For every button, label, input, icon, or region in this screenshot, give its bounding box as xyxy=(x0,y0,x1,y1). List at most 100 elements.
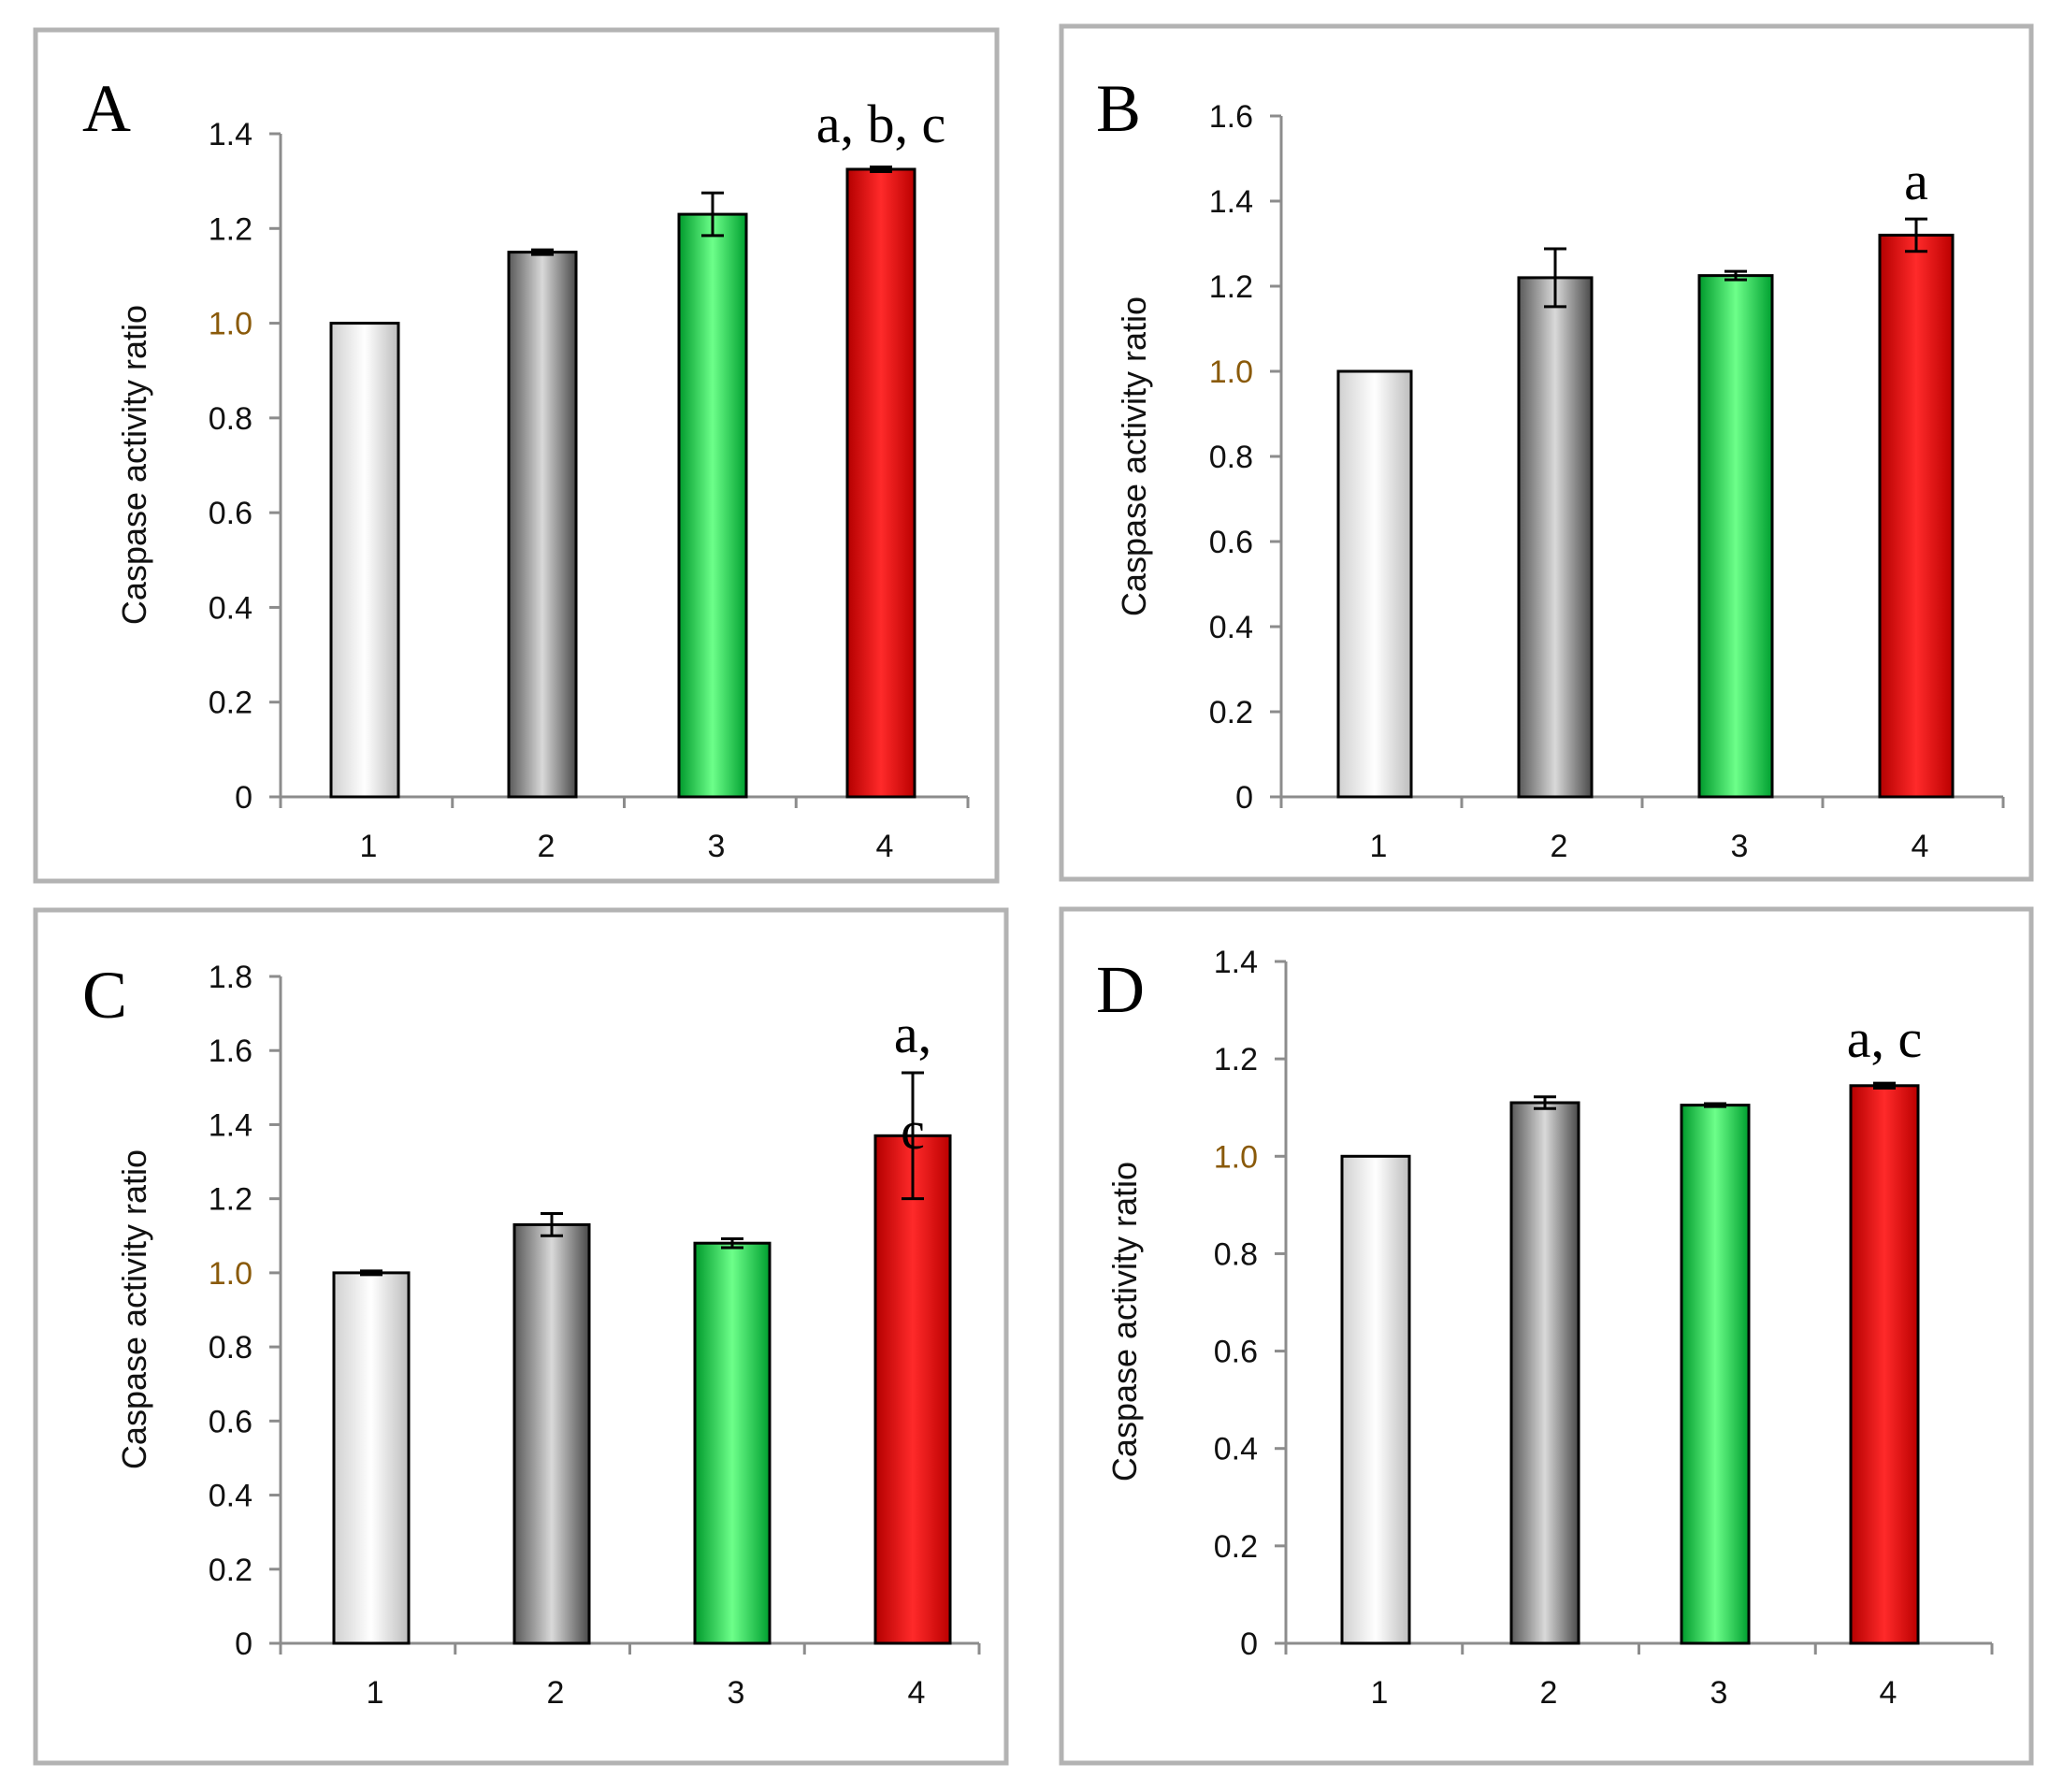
panel-d-xtick-label-4: 4 xyxy=(1880,1675,1897,1711)
panel-c-xtick-label-2: 2 xyxy=(547,1675,565,1711)
panel-b-bar-2 xyxy=(1517,276,1594,799)
panel-c-ytick-label: 0 xyxy=(235,1626,253,1662)
panel-d-border xyxy=(1059,906,2034,1766)
panel-d-bar-2 xyxy=(1509,1101,1580,1645)
panel-a-ytick-label: 0.4 xyxy=(209,590,253,626)
panel-b-ytick-label: 0.4 xyxy=(1209,610,1253,645)
panel-d: D 0 0.2 0.4 0.6 0.8 1.0 1.2 1.4 1 2 3 4 Caspase activ… xyxy=(1059,906,2034,1766)
panel-c-significance-label: c xyxy=(901,1100,925,1161)
panel-b-bar-1 xyxy=(1336,369,1413,799)
panel-a-bar-1 xyxy=(329,322,400,799)
panel-a-bar-3 xyxy=(677,212,748,799)
panel-b: B 0 0.2 0.4 0.6 0.8 1.0 1.2 1.4 1.6 1 2 3 4 Caspase ac… xyxy=(1059,23,2034,882)
panel-d-y-axis-label: Caspase activity ratio xyxy=(1105,1162,1144,1481)
panel-b-bar-4 xyxy=(1878,233,1955,799)
panel-d-xtick-label-3: 3 xyxy=(1710,1675,1728,1711)
panel-a-error-bar-4 xyxy=(870,165,892,174)
panel-d-error-bar-2 xyxy=(1534,1095,1556,1110)
panel-a-xtick-label-4: 4 xyxy=(876,829,894,864)
panel-c-ytick-label: 0.8 xyxy=(209,1330,253,1366)
panel-b-ytick-label: 1.6 xyxy=(1209,99,1253,135)
panel-b-y-axis-label: Caspase activity ratio xyxy=(1115,296,1153,616)
panel-a-y-axis-label: Caspase activity ratio xyxy=(115,305,153,625)
panel-d-ytick-label: 0.8 xyxy=(1214,1236,1258,1272)
panel-c-y-axis-label: Caspase activity ratio xyxy=(115,1149,153,1469)
panel-d-xtick-label-2: 2 xyxy=(1540,1675,1558,1711)
panel-c-ytick-label: 1.4 xyxy=(209,1107,253,1143)
panel-d-ytick-label: 0.6 xyxy=(1214,1335,1258,1370)
panel-b-significance-label: a xyxy=(1904,151,1928,211)
panel-d-ytick-label: 1.4 xyxy=(1214,945,1258,980)
panel-c-ytick-label: 1.6 xyxy=(209,1033,253,1069)
panel-d-bar-1 xyxy=(1340,1154,1411,1645)
panel-b-error-bar-4 xyxy=(1905,217,1927,253)
panel-b-ytick-label: 0.2 xyxy=(1209,695,1253,730)
panel-a-ytick-label: 0 xyxy=(235,780,253,816)
panel-b-xtick-label-1: 1 xyxy=(1370,829,1388,864)
panel-b-ytick-label: 1.0 xyxy=(1209,354,1253,390)
panel-c-xtick-label-4: 4 xyxy=(908,1675,926,1711)
panel-c-bar-1 xyxy=(332,1271,411,1645)
panel-b-ytick-label: 0.8 xyxy=(1209,440,1253,475)
panel-d-bar-4 xyxy=(1849,1084,1920,1645)
panel-a-xtick-label-1: 1 xyxy=(360,829,378,864)
panel-c-error-bar-2 xyxy=(541,1212,563,1237)
panel-c-ytick-label: 1.2 xyxy=(209,1182,253,1218)
panel-b-letter: B xyxy=(1096,71,1141,146)
panel-c-bar-4 xyxy=(873,1134,952,1645)
panel-a-significance-label: a, b, c xyxy=(816,94,946,154)
panel-a-ytick-label: 1.0 xyxy=(209,307,253,342)
panel-c-ytick-label: 0.4 xyxy=(209,1479,253,1514)
panel-a-border xyxy=(33,27,1000,884)
panel-c-letter: C xyxy=(82,958,127,1033)
panel-a-letter: A xyxy=(82,71,131,146)
panel-a: A 0 0.2 0.4 0.6 0.8 1.0 1.2 1.4 1 2 3 4 Caspase activ… xyxy=(33,27,1000,884)
panel-b-ytick-label: 1.4 xyxy=(1209,184,1253,220)
panel-b-error-bar-3 xyxy=(1724,269,1747,282)
panel-c-bar-3 xyxy=(693,1241,772,1645)
panel-b-error-bar-2 xyxy=(1544,247,1566,309)
panel-a-error-bar-2 xyxy=(531,248,554,256)
panel-d-bar-3 xyxy=(1680,1104,1751,1645)
panel-c-xtick-label-3: 3 xyxy=(728,1675,745,1711)
panel-d-xtick-label-1: 1 xyxy=(1371,1675,1389,1711)
panel-c-error-bar-3 xyxy=(721,1236,743,1250)
panel-b-border xyxy=(1059,23,2034,882)
panel-a-xtick-label-3: 3 xyxy=(708,829,726,864)
panel-c-ytick-label: 1.8 xyxy=(209,960,253,995)
panel-c-ytick-label: 0.2 xyxy=(209,1553,253,1588)
panel-a-xtick-label-2: 2 xyxy=(538,829,556,864)
panel-d-letter: D xyxy=(1096,952,1145,1027)
panel-b-xtick-label-2: 2 xyxy=(1551,829,1568,864)
panel-b-xtick-label-3: 3 xyxy=(1731,829,1749,864)
panel-b-ytick-label: 0.6 xyxy=(1209,525,1253,560)
panel-d-error-bar-4 xyxy=(1873,1081,1896,1090)
panel-b-ytick-label: 1.2 xyxy=(1209,269,1253,305)
panel-a-ytick-label: 0.6 xyxy=(209,496,253,531)
panel-a-ytick-label: 0.2 xyxy=(209,686,253,721)
panel-a-bar-4 xyxy=(845,167,916,799)
panel-c-ytick-label: 0.6 xyxy=(209,1404,253,1439)
panel-c-error-bar-1 xyxy=(360,1269,382,1277)
panel-c-significance-label: a, xyxy=(894,1004,931,1064)
panel-b-xtick-label-4: 4 xyxy=(1912,829,1929,864)
panel-d-ytick-label: 0.2 xyxy=(1214,1529,1258,1565)
panel-d-ytick-label: 0.4 xyxy=(1214,1432,1258,1467)
panel-a-ytick-label: 1.2 xyxy=(209,211,253,247)
panel-a-ytick-label: 1.4 xyxy=(209,117,253,152)
panel-d-ytick-label: 0 xyxy=(1240,1626,1258,1662)
panel-c-bar-2 xyxy=(512,1222,591,1645)
panel-d-ytick-label: 1.0 xyxy=(1214,1139,1258,1175)
panel-d-error-bar-3 xyxy=(1704,1102,1726,1108)
panel-c: C 0 0.2 0.4 0.6 0.8 1.0 1.2 1.4 1.6 1.8 1 2 3 4 Caspase… xyxy=(33,907,1009,1766)
panel-a-error-bar-3 xyxy=(701,191,724,238)
panel-a-bar-2 xyxy=(507,251,578,799)
panel-c-xtick-label-1: 1 xyxy=(367,1675,384,1711)
panel-c-border xyxy=(33,907,1009,1766)
panel-d-significance-label: a, c xyxy=(1847,1008,1923,1069)
panel-c-ytick-label: 1.0 xyxy=(209,1256,253,1292)
panel-d-ytick-label: 1.2 xyxy=(1214,1042,1258,1077)
panel-c-error-bar-4 xyxy=(902,1071,924,1201)
panel-b-bar-3 xyxy=(1697,274,1774,799)
